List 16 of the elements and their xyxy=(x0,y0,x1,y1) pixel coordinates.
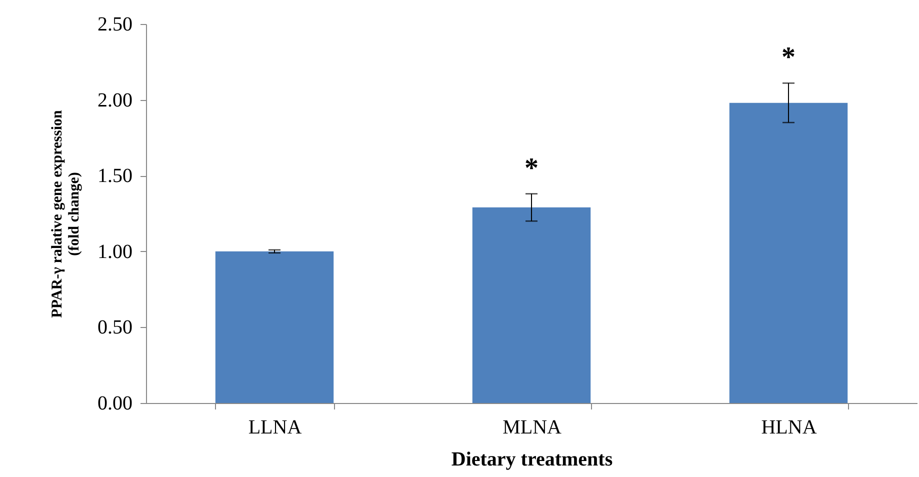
bar xyxy=(729,102,848,403)
y-tick-label: 1.00 xyxy=(98,240,132,263)
x-tick-label: LLNA xyxy=(248,416,302,438)
bar xyxy=(215,251,334,403)
y-tick-label: 2.00 xyxy=(98,89,132,112)
y-tick-label: 2.50 xyxy=(98,14,132,36)
x-tick-label: MLNA xyxy=(502,416,562,438)
x-tick-label: HLNA xyxy=(761,416,818,438)
y-tick-label: 0.50 xyxy=(98,316,132,339)
y-tick-label: 0.00 xyxy=(98,392,132,414)
annotation: * xyxy=(524,152,538,184)
y-axis-title: PPAR-γ ralative gene expression (fold change) xyxy=(50,110,82,318)
y-tick-label: 1.50 xyxy=(98,165,132,188)
x-axis-title: Dietary treatments xyxy=(451,448,613,470)
bar xyxy=(472,207,591,403)
annotation: * xyxy=(782,42,796,74)
